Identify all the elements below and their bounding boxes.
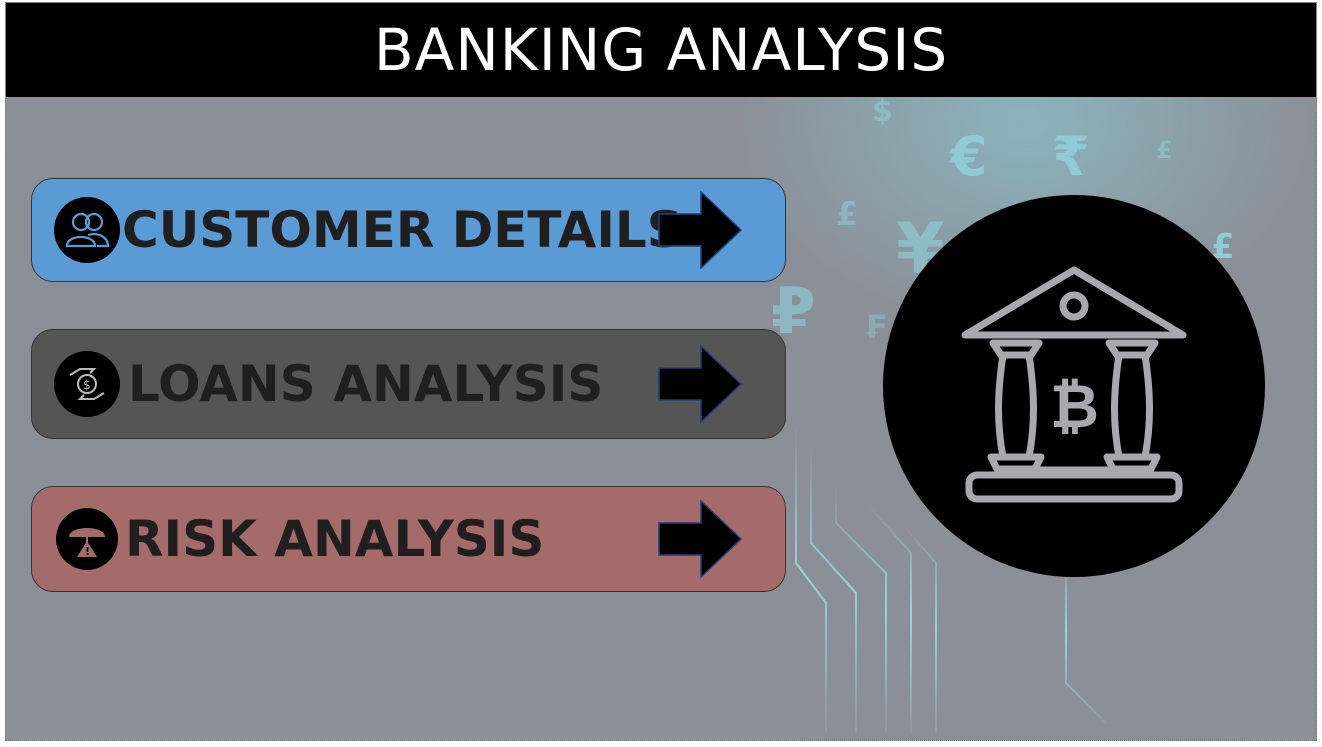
- pound-symbol-small: £: [1156, 136, 1173, 164]
- svg-text:!: !: [85, 545, 90, 558]
- header-bar: BANKING ANALYSIS: [6, 3, 1316, 97]
- svg-text:$: $: [83, 378, 91, 392]
- bank-bitcoin-icon: ₿: [961, 266, 1187, 503]
- risk-analysis-label: RISK ANALYSIS: [125, 510, 545, 568]
- users-icon: [54, 197, 120, 263]
- dashboard-canvas: $ € ₹ £ £ ¥ £ ₽ ₣ BANKING ANALYSIS CUSTO…: [5, 2, 1317, 741]
- arrow-right-icon: [658, 190, 743, 270]
- arrow-right-icon: [658, 344, 743, 424]
- rupee-symbol: ₹: [1052, 125, 1090, 188]
- customer-details-button[interactable]: CUSTOMER DETAILS: [31, 178, 786, 282]
- loan-hands-icon: $: [54, 351, 120, 417]
- customer-details-label: CUSTOMER DETAILS: [122, 201, 683, 259]
- euro-symbol: €: [948, 125, 988, 188]
- svg-text:₿: ₿: [1050, 372, 1099, 442]
- umbrella-warning-icon: !: [56, 508, 118, 570]
- loans-analysis-button[interactable]: $ LOANS ANALYSIS: [31, 329, 786, 439]
- loans-analysis-label: LOANS ANALYSIS: [128, 355, 604, 413]
- pound-symbol-left: £: [836, 195, 858, 233]
- dollar-symbol: $: [872, 94, 893, 129]
- bank-illustration: ₿: [883, 195, 1265, 577]
- risk-analysis-button[interactable]: ! RISK ANALYSIS: [31, 486, 786, 592]
- page-title: BANKING ANALYSIS: [373, 16, 949, 84]
- arrow-right-icon: [658, 499, 743, 579]
